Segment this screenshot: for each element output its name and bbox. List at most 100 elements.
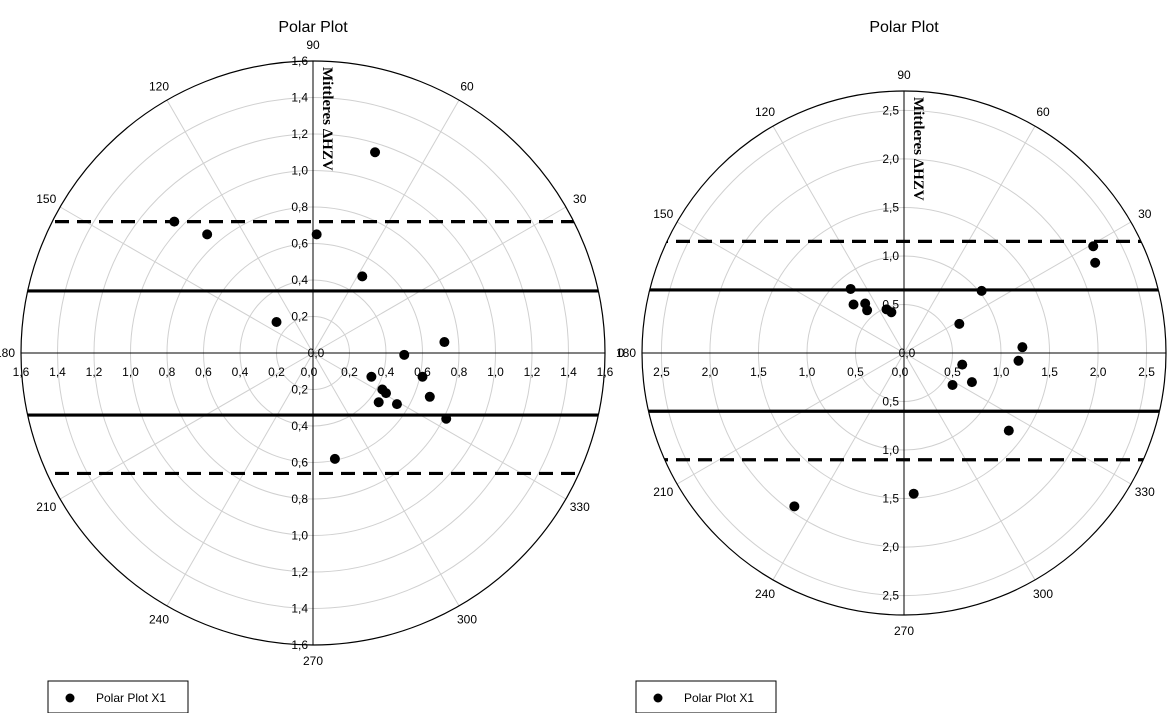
data-point: [391, 399, 402, 410]
angle-label: 240: [755, 587, 775, 601]
radial-tick-label: 1,2: [291, 565, 308, 579]
data-point: [329, 453, 340, 464]
radial-tick-label: 1,6: [597, 365, 614, 379]
data-point: [311, 229, 322, 240]
grid-spoke: [772, 125, 905, 354]
radial-tick-label: 1,2: [86, 365, 103, 379]
data-point: [271, 316, 282, 327]
data-point: [169, 216, 180, 227]
radial-tick-label: 0,5: [847, 365, 864, 379]
data-point: [1017, 342, 1028, 353]
radial-tick-label: 0,6: [195, 365, 212, 379]
radial-tick-label: 2,0: [702, 365, 719, 379]
radial-tick-label: 1,0: [882, 249, 899, 263]
radial-tick-label: 0,8: [291, 200, 308, 214]
radial-tick-label: 1,0: [487, 365, 504, 379]
angle-label: 270: [894, 624, 914, 638]
radial-tick-label: 1,0: [291, 164, 308, 178]
radial-tick-label: 2,5: [653, 365, 670, 379]
radial-tick-label: 1,5: [1041, 365, 1058, 379]
angle-label: 300: [1033, 587, 1053, 601]
radial-tick-label: 0,0: [308, 346, 325, 360]
radial-tick-label: 1,6: [13, 365, 30, 379]
radial-tick-label: 0,0: [899, 346, 916, 360]
legend-label: Polar Plot X1: [684, 691, 754, 705]
radial-tick-label: 1,4: [560, 365, 577, 379]
radial-tick-label: 0,5: [882, 395, 899, 409]
data-point: [966, 377, 977, 388]
data-point: [886, 307, 897, 318]
angle-label: 150: [36, 192, 56, 206]
data-point: [441, 413, 452, 424]
grid-spoke: [903, 125, 1036, 354]
data-point: [957, 359, 968, 370]
data-point: [1003, 425, 1014, 436]
radial-tick-label: 2,5: [1138, 365, 1155, 379]
data-point: [417, 371, 428, 382]
radial-tick-label: 0,4: [291, 419, 308, 433]
radial-tick-label: 0,8: [291, 492, 308, 506]
data-point: [399, 349, 410, 360]
data-point: [370, 147, 381, 158]
angle-label: 90: [306, 38, 320, 52]
radial-tick-label: 0,5: [944, 365, 961, 379]
angle-label: 180: [0, 346, 15, 360]
radial-tick-label: 2,0: [882, 152, 899, 166]
angle-label: 150: [653, 207, 673, 221]
angle-label: 60: [460, 79, 474, 93]
radial-tick-label: 2,0: [1090, 365, 1107, 379]
radial-tick-label: 0,2: [291, 383, 308, 397]
data-point: [789, 501, 800, 512]
grid-spoke: [676, 221, 905, 354]
angle-label: 240: [149, 613, 169, 627]
angle-label: 180: [616, 346, 636, 360]
grid-spoke: [312, 99, 460, 354]
legend-label: Polar Plot X1: [96, 691, 166, 705]
grid-spoke: [59, 206, 314, 354]
data-point: [845, 283, 856, 294]
data-point: [954, 318, 965, 329]
angle-label: 210: [36, 500, 56, 514]
data-point: [357, 271, 368, 282]
data-point: [848, 299, 859, 310]
reference-lines: [21, 220, 605, 476]
radial-tick-label: 0,8: [159, 365, 176, 379]
grid-spoke: [903, 352, 1036, 581]
grid-spoke: [903, 352, 1132, 485]
radial-tick-label: 1,0: [291, 529, 308, 543]
data-point: [976, 285, 987, 296]
data-point: [1088, 241, 1099, 252]
data-point: [908, 488, 919, 499]
data-point: [366, 371, 377, 382]
radial-tick-label: 1,0: [799, 365, 816, 379]
radial-tick-label: 0,2: [268, 365, 285, 379]
data-point: [1090, 257, 1101, 268]
polar-chart-1: Polar Plot 0,0 0,0 0,2 0,2 0,2 0,2 0,4 0,4 0,4 0,4…: [0, 19, 625, 713]
data-point: [862, 305, 873, 316]
radial-tick-label: 0,8: [451, 365, 468, 379]
radial-tick-label: 1,0: [882, 443, 899, 457]
data-point: [424, 391, 435, 402]
radial-tick-label: 0,4: [232, 365, 249, 379]
radial-tick-label: 2,5: [882, 589, 899, 603]
radial-tick-label: 0,6: [291, 456, 308, 470]
angle-label: 210: [653, 485, 673, 499]
y-axis-label: Mittleres ΔHZV: [319, 67, 335, 171]
radial-tick-label: 0,4: [291, 273, 308, 287]
radial-tick-label: 1,5: [882, 200, 899, 214]
radial-tick-label: 0,6: [291, 237, 308, 251]
radial-tick-label: 1,4: [291, 602, 308, 616]
radial-tick-label: 1,4: [49, 365, 66, 379]
grid-spoke: [312, 206, 567, 354]
angle-label: 30: [1138, 207, 1152, 221]
grid-spoke: [676, 352, 905, 485]
angle-label: 330: [570, 500, 590, 514]
radial-tick-label: 0,2: [291, 310, 308, 324]
radial-tick-label: 1,6: [291, 54, 308, 68]
radial-tick-label: 0,4: [378, 365, 395, 379]
angle-label: 0: [618, 346, 625, 360]
radial-tick-label: 1,5: [882, 492, 899, 506]
grid-spoke: [312, 352, 460, 607]
